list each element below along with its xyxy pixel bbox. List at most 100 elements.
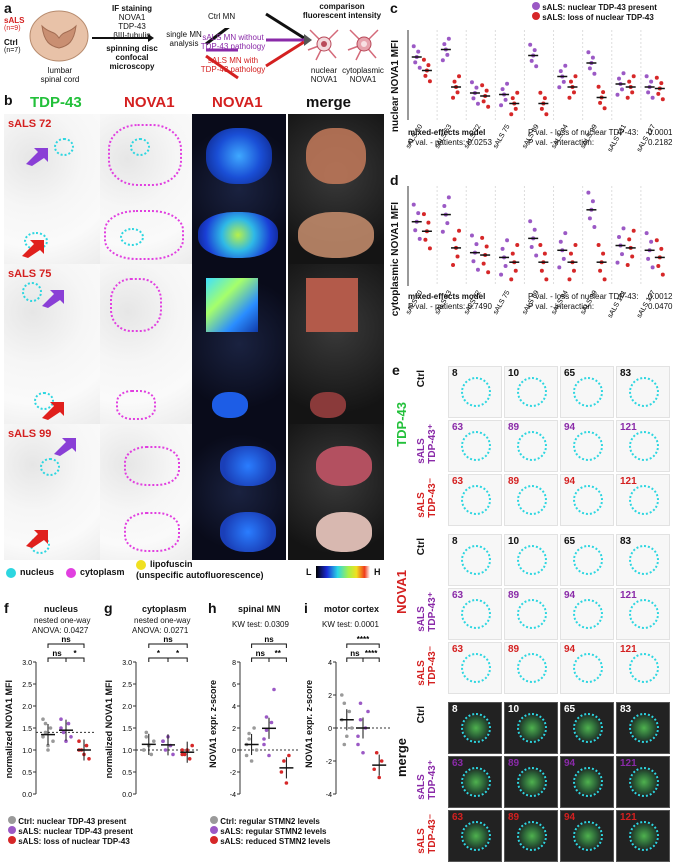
h-title: spinal MN: [238, 604, 281, 614]
cell-id: 94: [564, 590, 576, 601]
data-point: [43, 730, 48, 735]
sig-label: **: [275, 649, 282, 658]
cell-id: 89: [508, 758, 520, 769]
panel-e-section: TDP-43 Ctrl 8 10 65 83 sALS TDP-43⁺ 63 89 94 121 sAL…: [392, 362, 676, 530]
micrograph-nova1-sals75: [100, 264, 192, 424]
chart-g-svg: 0.0 0.5 1.0 1.5 2.0 2.5 3.0 ns* *: [122, 636, 200, 799]
data-point: [631, 74, 636, 79]
cell-id: 65: [564, 368, 576, 379]
micrograph-tile: 94: [560, 810, 614, 862]
data-point: [345, 734, 349, 739]
convergence-arrows: [265, 12, 312, 68]
merge-signal: [575, 715, 601, 741]
data-point: [480, 235, 485, 240]
group-without-1: sALS MN without: [202, 33, 264, 42]
data-point: [423, 237, 428, 242]
y-tick-label: 2.5: [122, 682, 132, 689]
data-point: [361, 750, 365, 755]
cell-id: 10: [508, 536, 520, 547]
data-point: [534, 64, 539, 69]
cell-id: 8: [452, 536, 458, 547]
sig-label: *: [176, 649, 180, 658]
data-point: [528, 42, 533, 47]
legend-cytoplasm: cytoplasm: [80, 567, 125, 577]
y-tick-label: 0: [328, 726, 332, 733]
data-point: [654, 238, 659, 243]
cell-id: 65: [564, 536, 576, 547]
nucleus-outline: [629, 545, 659, 575]
nucleus-outline: [461, 545, 491, 575]
legend-hi-reduced: sALS: reduced STMN2 levels: [220, 837, 331, 846]
nucleus-outline: [573, 713, 603, 743]
legend-fg-present: sALS: nuclear TDP-43 present: [18, 827, 133, 836]
legend-hi-reduced-dot: [210, 836, 218, 844]
g-title: cytoplasm: [142, 604, 187, 614]
data-point: [631, 228, 636, 233]
micrograph-tile: 94: [560, 474, 614, 526]
data-point: [627, 237, 632, 242]
panel-b-label: b: [4, 92, 13, 108]
group-with-1: sALS MN with: [207, 56, 259, 65]
data-point: [513, 268, 518, 273]
data-point: [413, 228, 418, 233]
data-point: [544, 277, 549, 282]
cell-id: 89: [508, 644, 520, 655]
panel-g-label: g: [104, 600, 113, 616]
nucleus-outline: [573, 599, 603, 629]
panel-g: g cytoplasm nested one-way ANOVA: 0.0271…: [100, 600, 204, 810]
arrow-icon-purple-3: [54, 438, 76, 456]
row-label: sALS TDP-43⁺: [416, 592, 438, 632]
data-point: [69, 735, 73, 739]
sig-bracket: [346, 657, 364, 662]
row-label-part: Ctrl: [416, 706, 427, 724]
nucleus-outline: [629, 713, 659, 743]
micrograph-tile: 89: [504, 642, 558, 694]
stats-d-patients: P val. - patients: 0.7490: [408, 302, 492, 311]
data-point: [48, 726, 53, 730]
cell-id: 63: [452, 590, 464, 601]
data-point: [558, 239, 563, 244]
stats-d-inter-val: 0.0470: [648, 302, 673, 311]
data-point: [500, 246, 505, 251]
row-label-sals75: sALS 75: [8, 268, 52, 280]
data-point: [573, 74, 578, 79]
data-point: [587, 66, 592, 71]
data-point: [481, 261, 486, 266]
nucleus-outline: [629, 485, 659, 515]
section-label: TDP-43: [394, 402, 409, 447]
lipofuscin-swatch: [136, 560, 146, 570]
data-point: [615, 260, 620, 265]
y-tick-label: 3.0: [122, 660, 132, 667]
data-point: [144, 730, 149, 735]
sig-label: ns: [163, 636, 173, 644]
data-point: [500, 87, 505, 92]
data-point: [244, 753, 249, 758]
cytoplasmic-1: cytoplasmic: [342, 66, 384, 75]
data-point: [563, 63, 568, 68]
micrograph-nova1-sals72: [100, 114, 192, 264]
panel-c: c sALS: nuclear TDP-43 present sALS: los…: [388, 0, 676, 172]
row-label: sALS TDP-43⁻: [416, 478, 438, 518]
micrograph-tile: 121: [616, 420, 670, 472]
data-point: [499, 103, 504, 108]
row-label: sALS TDP-43⁺: [416, 760, 438, 800]
data-point: [366, 709, 370, 714]
micrograph-tile: 83: [616, 366, 670, 418]
data-point: [451, 95, 456, 100]
data-point: [592, 71, 597, 76]
cell-id: 121: [620, 644, 637, 655]
sig-label: ns: [52, 649, 62, 658]
data-point: [625, 263, 630, 268]
data-point: [59, 726, 63, 730]
data-point: [601, 90, 606, 95]
data-point: [630, 90, 635, 95]
legend-hi-ctrl-dot: [210, 816, 218, 824]
data-point: [190, 743, 194, 748]
stats-d-inter: P val. - interaction:: [528, 302, 595, 311]
cell-id: 89: [508, 812, 520, 823]
data-point: [171, 752, 175, 757]
sig-bracket: [167, 657, 188, 662]
y-tick-label: 2: [328, 693, 332, 700]
data-point: [426, 63, 431, 68]
